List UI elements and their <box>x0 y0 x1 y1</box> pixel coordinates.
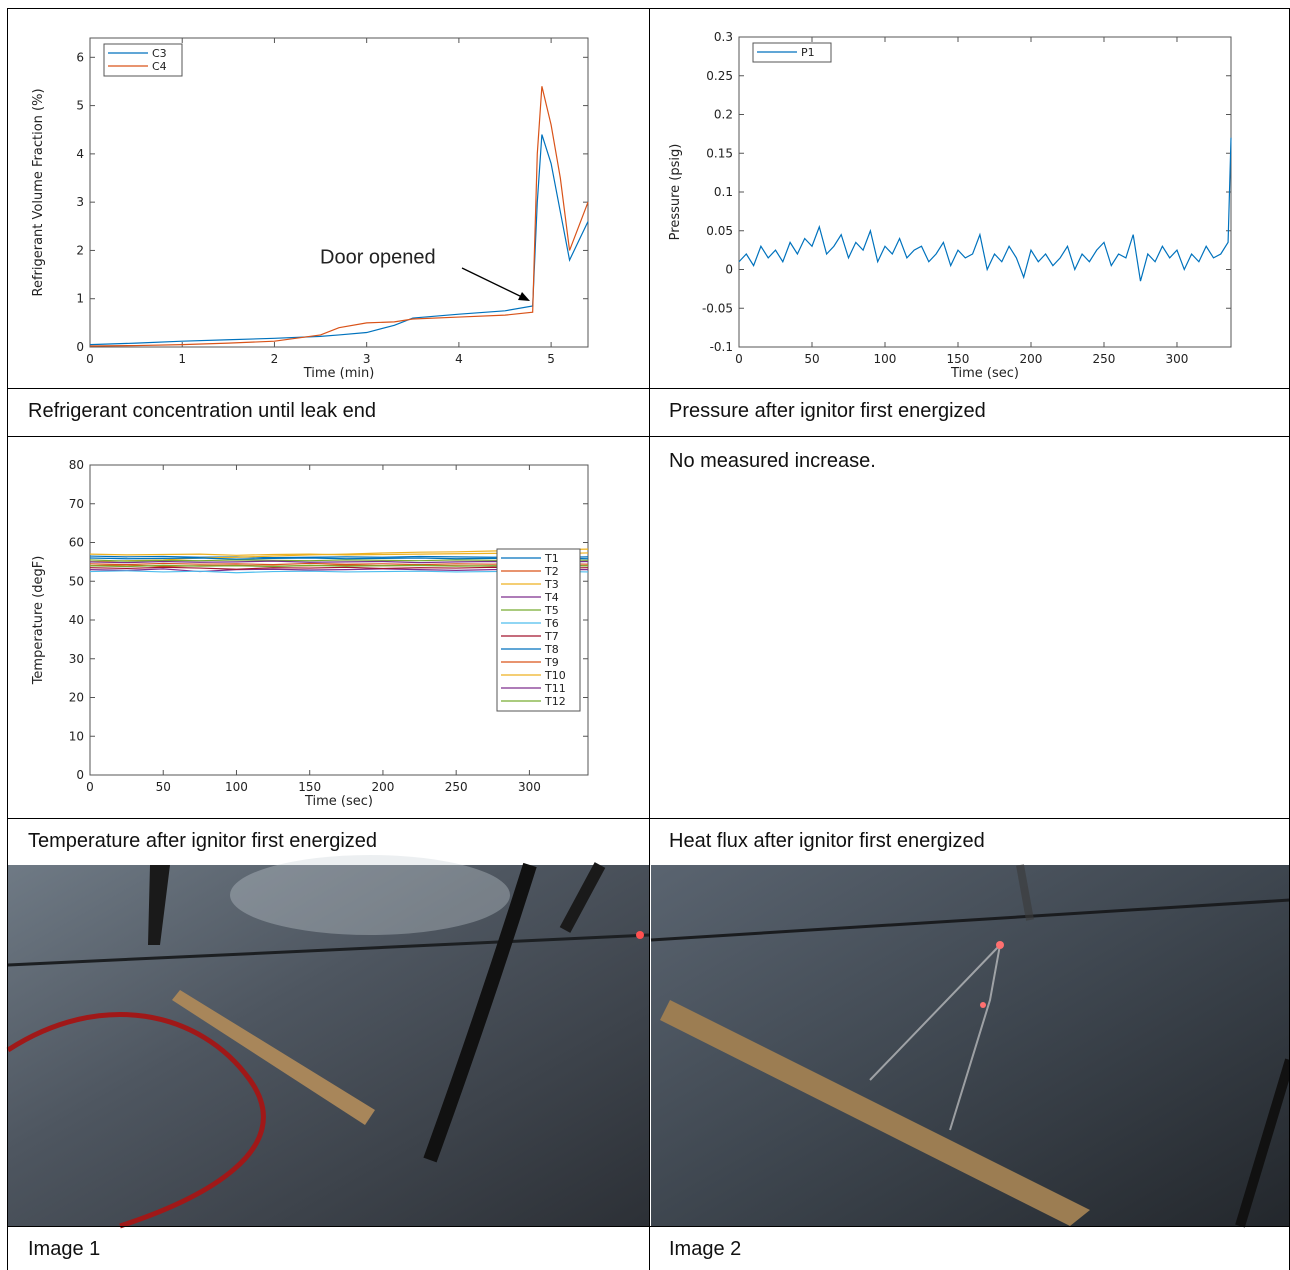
caption: Temperature after ignitor first energize… <box>28 830 378 852</box>
y-tick-label: 0 <box>725 263 733 277</box>
border <box>7 436 1290 437</box>
x-tick-label: 3 <box>363 352 371 366</box>
y-tick-label: -0.1 <box>710 340 733 354</box>
legend-label: T10 <box>544 669 566 682</box>
y-tick-label: 1 <box>76 292 84 306</box>
border <box>649 8 650 1270</box>
x-tick-label: 1 <box>178 352 186 366</box>
y-axis-label: Pressure (psig) <box>668 144 683 241</box>
arrow-head <box>518 292 530 301</box>
border <box>7 1226 1290 1227</box>
x-tick-label: 0 <box>86 352 94 366</box>
legend-label: T12 <box>544 695 566 708</box>
x-axis-label: Time (sec) <box>950 366 1019 381</box>
x-tick-label: 150 <box>298 780 321 794</box>
series-line <box>89 86 589 347</box>
y-tick-label: 4 <box>76 147 84 161</box>
legend-label: T11 <box>544 682 566 695</box>
y-tick-label: 5 <box>76 99 84 113</box>
y-tick-label: 10 <box>69 729 84 743</box>
photo-2 <box>650 864 1290 1228</box>
x-tick-label: 4 <box>455 352 463 366</box>
x-tick-label: 0 <box>86 780 94 794</box>
x-tick-label: 2 <box>271 352 279 366</box>
x-tick-label: 250 <box>1093 352 1116 366</box>
border <box>7 8 8 1270</box>
x-tick-label: 100 <box>225 780 248 794</box>
y-tick-label: 0 <box>76 768 84 782</box>
y-tick-label: 50 <box>69 574 84 588</box>
border <box>7 8 1290 9</box>
x-tick-label: 300 <box>518 780 541 794</box>
x-tick-label: 250 <box>445 780 468 794</box>
y-tick-label: -0.05 <box>702 301 733 315</box>
y-tick-label: 20 <box>69 691 84 705</box>
x-axis-label: Time (min) <box>303 366 375 381</box>
y-tick-label: 0.1 <box>714 185 733 199</box>
plot-frame <box>738 36 1232 348</box>
plot-frame <box>89 37 589 348</box>
annotation-arrow <box>461 267 525 299</box>
y-tick-label: 0.2 <box>714 108 733 122</box>
x-tick-label: 50 <box>804 352 819 366</box>
y-tick-label: 60 <box>69 536 84 550</box>
annotation: Door opened <box>320 246 436 268</box>
legend-box <box>103 43 183 77</box>
x-tick-label: 200 <box>1020 352 1043 366</box>
x-tick-label: 300 <box>1166 352 1189 366</box>
legend-box <box>496 548 581 712</box>
legend-label: T4 <box>544 591 559 604</box>
y-tick-label: 0.3 <box>714 30 733 44</box>
y-tick-label: 30 <box>69 652 84 666</box>
caption: Refrigerant concentration until leak end <box>28 400 376 422</box>
x-tick-label: 50 <box>156 780 171 794</box>
legend-label: T7 <box>544 630 559 643</box>
legend-label: T6 <box>544 617 559 630</box>
y-tick-label: 80 <box>69 458 84 472</box>
x-axis-label: Time (sec) <box>304 794 373 809</box>
caption: Image 1 <box>28 1238 101 1260</box>
y-tick-label: 3 <box>76 195 84 209</box>
series-line <box>89 134 589 346</box>
caption: Pressure after ignitor first energized <box>669 400 986 422</box>
x-tick-label: 200 <box>371 780 394 794</box>
caption: Image 2 <box>669 1238 742 1260</box>
caption: Heat flux after ignitor first energized <box>669 830 985 852</box>
series-line <box>738 137 1232 282</box>
y-axis-label: Refrigerant Volume Fraction (%) <box>31 88 46 296</box>
y-tick-label: 0.25 <box>706 69 733 83</box>
y-axis-label: Temperature (degF) <box>31 556 46 686</box>
y-tick-label: 0 <box>76 340 84 354</box>
x-tick-label: 0 <box>735 352 743 366</box>
legend-label: T9 <box>544 656 559 669</box>
x-tick-label: 5 <box>547 352 555 366</box>
border <box>7 388 1290 389</box>
y-tick-label: 0.05 <box>706 224 733 238</box>
y-tick-label: 70 <box>69 497 84 511</box>
y-tick-label: 6 <box>76 50 84 64</box>
x-tick-label: 100 <box>874 352 897 366</box>
legend-label: T3 <box>544 578 559 591</box>
legend-label: P1 <box>801 46 815 59</box>
legend-label: T1 <box>544 552 559 565</box>
legend-label: C3 <box>152 47 167 60</box>
y-tick-label: 2 <box>76 243 84 257</box>
legend-label: T5 <box>544 604 559 617</box>
note: No measured increase. <box>669 450 876 472</box>
border <box>7 818 1290 819</box>
y-tick-label: 40 <box>69 613 84 627</box>
x-tick-label: 150 <box>947 352 970 366</box>
legend-label: C4 <box>152 60 167 73</box>
legend-label: T2 <box>544 565 559 578</box>
y-tick-label: 0.15 <box>706 146 733 160</box>
photo-1 <box>6 855 650 1229</box>
legend-label: T8 <box>544 643 559 656</box>
